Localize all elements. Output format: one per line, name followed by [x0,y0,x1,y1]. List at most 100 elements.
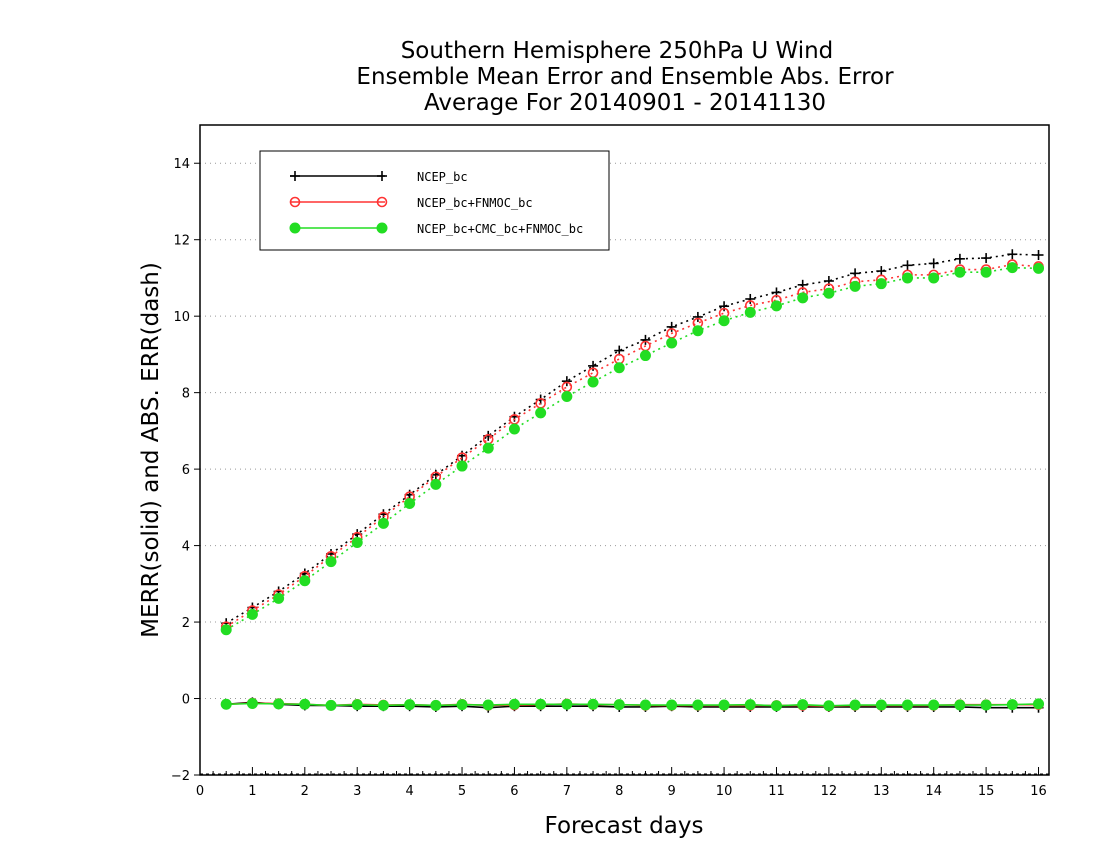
abs-err-point [613,353,625,365]
x-tick-label: 2 [301,784,309,799]
chart-title-line-1: Southern Hemisphere 250hPa U Wind [401,38,834,64]
mean-err-point [613,699,625,711]
mean-err-point [561,698,573,710]
chart-title-line-2: Ensemble Mean Error and Ensemble Abs. Er… [356,64,894,90]
y-axis-label: MERR(solid) and ABS. ERR(dash) [138,262,164,638]
abs-err-point [639,350,651,362]
abs-err-point [902,260,913,271]
legend-marker [376,196,388,208]
mean-err-point [823,700,835,712]
legend-item-1: NCEP_bc+FNMOC_bc [289,196,533,210]
abs-err-point [273,592,285,604]
x-tick-label: 0 [196,784,204,799]
series-1 [220,259,1044,712]
abs-err-point [849,280,861,292]
series-2 [220,262,1045,712]
legend-box [259,150,610,251]
gridlines [200,162,1049,775]
abs-err-point [980,266,992,278]
mean-err-point [325,699,337,711]
x-axis-label: Forecast days [545,813,704,839]
abs-err-point [456,460,468,472]
abs-err-point [744,306,756,318]
mean-err-line [226,702,1039,707]
abs-err-point [1006,262,1018,274]
abs-err-point [535,407,547,419]
x-tick-label: 13 [873,784,890,799]
abs-err-point [613,362,625,374]
mean-err-point [666,699,678,711]
x-tick-label: 16 [1030,784,1047,799]
abs-err-point [1033,262,1045,274]
mean-err-point [718,699,730,711]
abs-err-point [745,293,756,304]
mean-err-point [404,699,416,711]
abs-err-line [225,263,1039,628]
plot-area [199,124,1050,776]
chart-title-line-3: Average For 20140901 - 20141130 [424,90,826,116]
abs-err-point [718,315,730,327]
legend-label: NCEP_bc+CMC_bc+FNMOC_bc [417,222,583,236]
abs-err-point [666,337,678,349]
abs-err-point [351,537,363,549]
abs-err-line [225,253,1039,624]
abs-err-point [430,478,442,490]
y-tick-label: 2 [182,616,190,631]
mean-err-point [456,699,468,711]
y-tick-label: 12 [173,234,190,249]
abs-err-point [954,266,966,278]
mean-err-point [744,699,756,711]
abs-err-point [561,390,573,402]
legend-marker [377,171,387,181]
abs-err-point [1007,249,1018,260]
y-tick-label: −2 [171,769,190,784]
legend-item-2: NCEP_bc+CMC_bc+FNMOC_bc [289,222,583,236]
x-tick-label: 5 [458,784,466,799]
mean-err-point [587,698,599,710]
abs-err-point [325,556,337,568]
abs-err-point [876,266,887,277]
x-tick-label: 3 [353,784,361,799]
x-tick-label: 6 [510,784,518,799]
mean-err-point [299,698,311,710]
mean-err-point [875,699,887,711]
mean-err-point [1033,698,1045,710]
x-tick-label: 10 [716,784,733,799]
legend: NCEP_bc NCEP_bc+FNMOC_bc NCEP_bc+CMC_bc+FN… [259,150,610,251]
x-tick-label: 9 [668,784,676,799]
abs-err-point [246,608,258,620]
mean-err-point [797,699,809,711]
abs-err-line [225,266,1039,631]
y-tick-label: 6 [182,463,190,478]
abs-err-point [561,376,572,387]
x-tick-label: 15 [978,784,995,799]
abs-err-point [404,498,416,510]
legend-label: NCEP_bc [417,170,468,184]
legend-marker [376,222,388,234]
abs-err-point [928,258,939,269]
mean-err-point [535,698,547,710]
abs-err-point [666,321,677,332]
abs-err-point [719,301,730,312]
abs-err-point [377,517,389,529]
series-layer [220,249,1045,713]
mean-err-point [508,698,520,710]
mean-err-point [980,699,992,711]
abs-err-point [902,272,913,284]
mean-err-point [430,699,442,711]
mean-err-point [692,699,704,711]
mean-err-point [928,699,940,711]
legend-marker [290,171,300,181]
y-tick-label: 0 [182,693,190,708]
abs-err-point [482,442,494,454]
abs-err-point [299,575,311,587]
mean-err-point [902,699,913,711]
x-tick-label: 12 [821,784,838,799]
x-tick-label: 11 [768,784,785,799]
abs-err-point [640,334,651,345]
abs-err-point [981,253,992,264]
series-0 [221,249,1044,713]
legend-marker [289,196,301,208]
